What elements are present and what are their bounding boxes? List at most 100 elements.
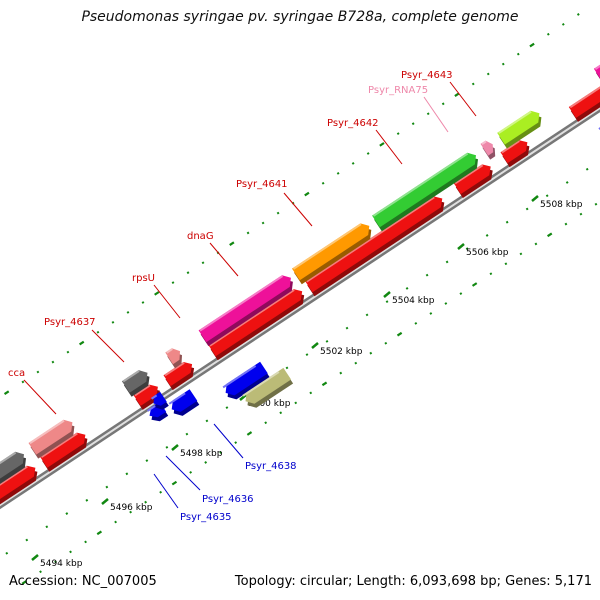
feature-box-highlight (166, 348, 173, 354)
cds-box[interactable] (208, 289, 305, 361)
feature-box[interactable] (198, 275, 293, 347)
cds-box[interactable] (453, 164, 493, 198)
feature-box[interactable] (292, 223, 372, 285)
cds-box-face[interactable] (305, 196, 443, 293)
cds-box[interactable] (568, 74, 600, 122)
reverse-feature-box-face[interactable] (225, 361, 268, 396)
tick-mark (411, 122, 415, 126)
reverse-feature-box-face[interactable] (171, 389, 198, 412)
cds-box[interactable] (163, 362, 195, 391)
tick-labels: 5494 kbp 5496 kbp 5498 kbp 5500 kbp 5502 kbp… (31, 195, 583, 569)
major-tick (101, 498, 109, 505)
cds-box-highlight (454, 164, 484, 185)
tick-mark (159, 490, 163, 494)
tick-mark (379, 142, 385, 147)
gene-label[interactable]: cca (8, 368, 25, 379)
cds-box-face[interactable] (500, 140, 528, 164)
feature-box-face[interactable] (372, 152, 476, 228)
feature-box-face[interactable] (292, 223, 370, 281)
tick-mark (321, 381, 328, 387)
tick-mark (25, 538, 29, 542)
feature-box[interactable] (28, 419, 75, 459)
tick-mark (171, 480, 178, 486)
feature-box-face[interactable] (480, 140, 494, 156)
gene-label[interactable]: Psyr_4635 (180, 512, 232, 523)
leader-line (375, 129, 403, 165)
tick-mark (246, 231, 250, 235)
feature-box-face[interactable] (121, 370, 148, 393)
cds-box-face[interactable] (163, 362, 193, 387)
tick-mark (534, 242, 538, 246)
feature-box[interactable] (0, 451, 26, 502)
feature-box-highlight (498, 110, 532, 134)
kbp-label: 5494 kbp (40, 559, 83, 569)
gene-label[interactable]: Psyr_4642 (327, 118, 379, 129)
tick-mark (5, 551, 9, 555)
gene-label[interactable]: Psyr_4641 (236, 179, 288, 190)
gene-label[interactable]: dnaG (187, 231, 214, 242)
tick-mark (454, 92, 460, 98)
cds-box[interactable] (0, 465, 38, 516)
tick-mark (66, 350, 70, 354)
tick-mark (504, 262, 508, 266)
reverse-feature-box[interactable] (222, 361, 270, 400)
leader-line (423, 96, 449, 133)
cds-box[interactable] (500, 140, 530, 168)
feature-box-face[interactable] (198, 275, 291, 343)
gene-labels: cca Psyr_4637 rpsU dnaG Psyr_4641 Psyr_4642 Ps… (8, 70, 453, 523)
cds-box-face[interactable] (208, 289, 303, 357)
reverse-feature-box-face[interactable] (153, 391, 167, 406)
gene-label[interactable]: Psyr_4637 (44, 317, 96, 328)
feature-box[interactable] (165, 348, 182, 369)
gene-label[interactable]: rpsU (132, 273, 155, 284)
tick-mark (336, 171, 340, 175)
gene-features[interactable] (0, 42, 600, 516)
feature-box[interactable] (372, 152, 478, 232)
cds-box[interactable] (305, 196, 445, 297)
feature-box-face[interactable] (593, 42, 600, 80)
feature-box-face[interactable] (28, 419, 73, 455)
reverse-feature-box[interactable] (151, 391, 169, 410)
gene-label[interactable]: Psyr_4636 (202, 494, 254, 505)
cds-box-face[interactable] (453, 164, 491, 194)
tick-mark (125, 472, 129, 476)
gene-label[interactable]: Psyr_4638 (245, 461, 297, 472)
tick-mark (279, 411, 283, 415)
tick-mark (285, 366, 289, 370)
cds-box[interactable] (40, 432, 88, 472)
tick-mark (126, 311, 130, 314)
gene-label[interactable]: Psyr_RNA75 (368, 85, 428, 96)
tick-mark (405, 287, 409, 290)
kbp-label: 5498 kbp (180, 449, 223, 459)
tick-mark (21, 380, 25, 384)
tick-mark (505, 220, 509, 224)
tick-mark (96, 530, 103, 536)
cds-box-face[interactable] (568, 74, 600, 118)
feature-box[interactable] (497, 110, 542, 149)
feature-box[interactable] (480, 140, 496, 160)
tick-mark (246, 431, 253, 436)
leader-line (153, 473, 179, 509)
cds-box-face[interactable] (0, 465, 36, 512)
feature-box-face[interactable] (497, 110, 540, 145)
reverse-feature-box-face[interactable] (245, 367, 292, 404)
tick-mark (471, 282, 478, 287)
cds-box-highlight (569, 86, 600, 109)
cds-box[interactable] (133, 384, 160, 410)
cds-box-face[interactable] (40, 432, 86, 468)
feature-box[interactable] (121, 370, 150, 397)
feature-box[interactable] (593, 42, 600, 84)
major-tick (383, 291, 391, 298)
tick-mark (96, 330, 100, 334)
kbp-label: 5508 kbp (540, 200, 583, 210)
tick-mark (441, 102, 445, 106)
tick-mark (325, 340, 329, 343)
gene-label[interactable]: Psyr_4643 (401, 70, 453, 81)
reverse-feature-box[interactable] (242, 367, 294, 408)
reverse-feature-box[interactable] (168, 389, 200, 416)
tick-mark (186, 271, 190, 275)
cds-box-highlight (209, 289, 295, 347)
tick-mark (189, 470, 193, 474)
cds-box-face[interactable] (133, 384, 158, 406)
